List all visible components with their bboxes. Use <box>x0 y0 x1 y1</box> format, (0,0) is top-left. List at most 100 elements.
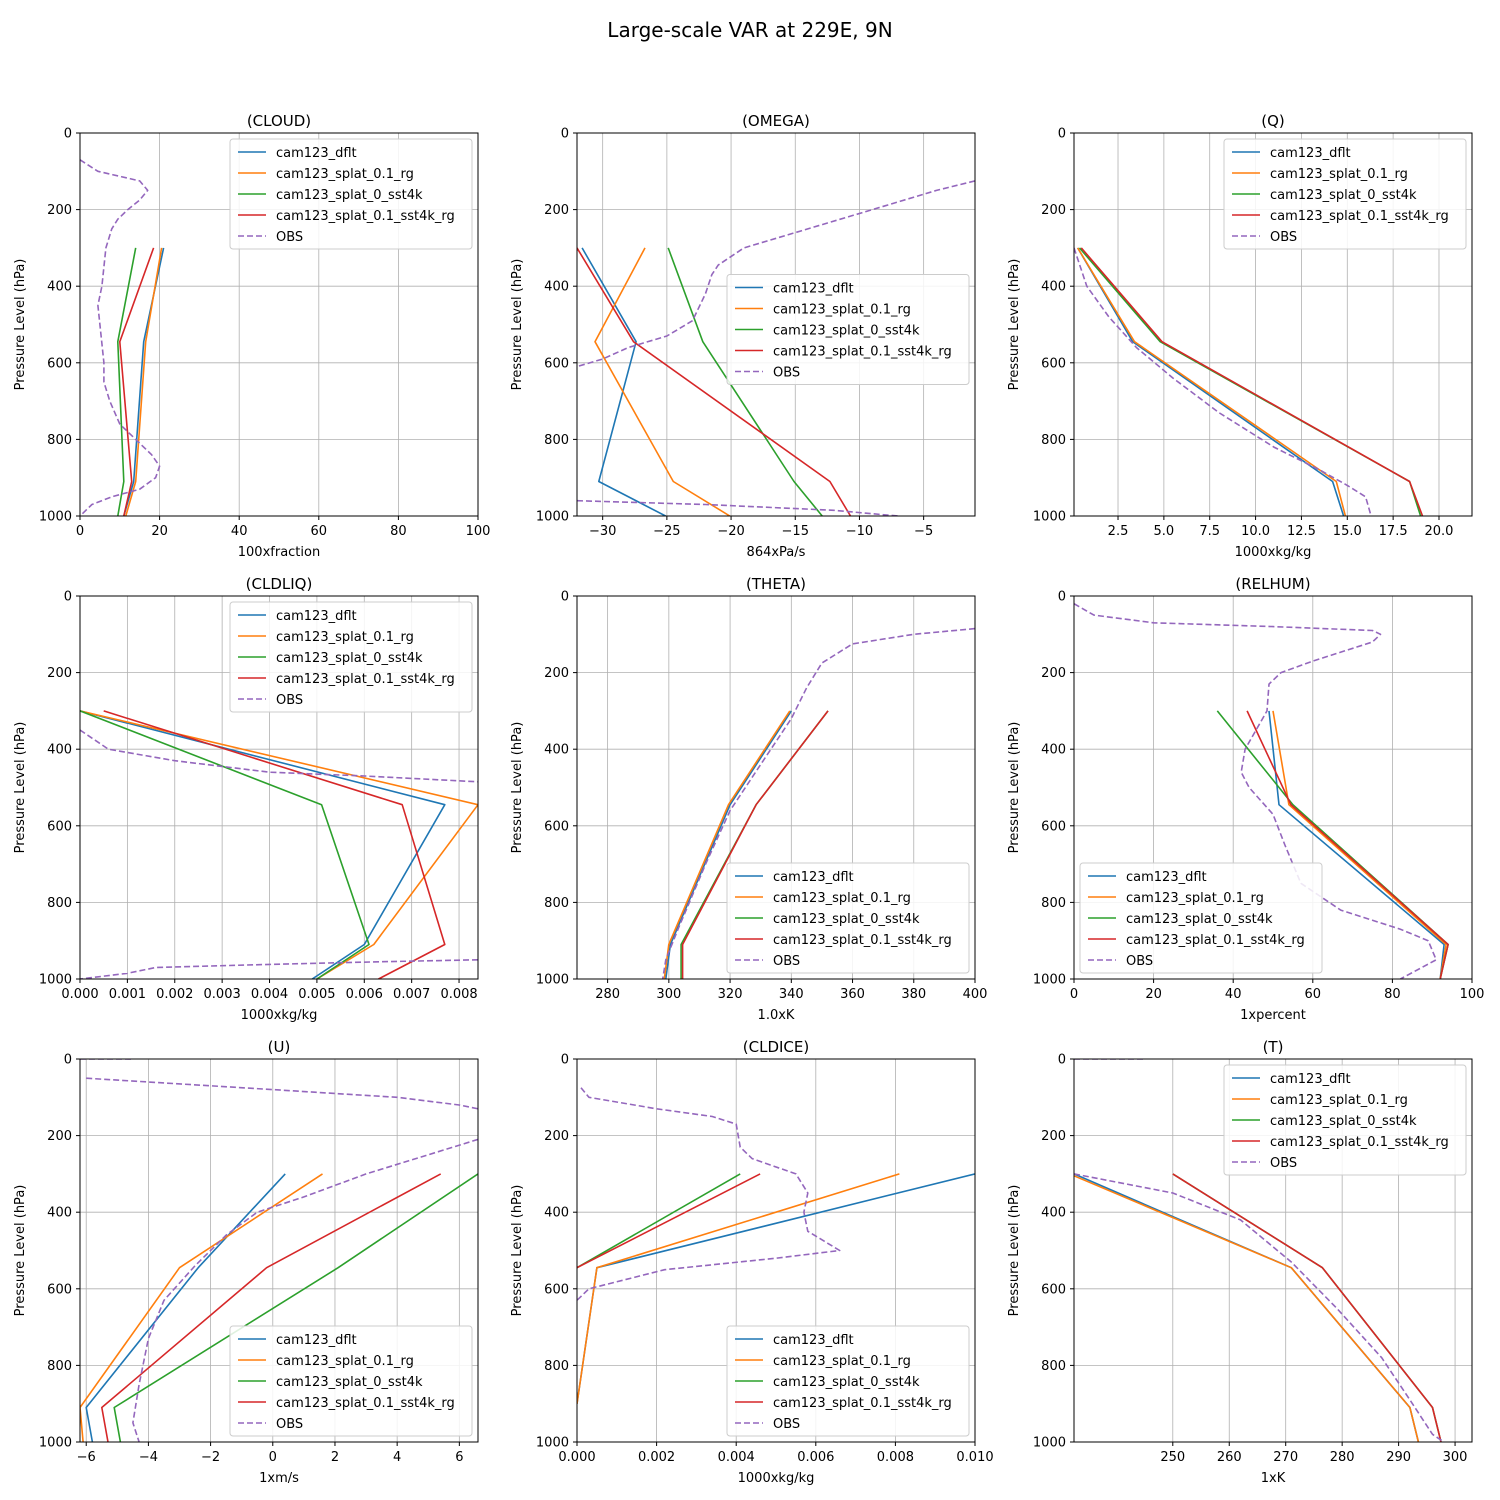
series-line-cam123_splat_0.1_sst4k_rg <box>681 710 829 979</box>
y-tick-label: 1000 <box>536 973 569 988</box>
series-line-OBS <box>661 627 975 979</box>
panel-cldliq: 0.000 0.001 0.002 0.003 0.004 0.005 0.006 0.007… <box>13 575 479 1023</box>
legend-label: cam123_splat_0.1_sst4k_rg <box>1270 1135 1449 1150</box>
series-line-cam123_splat_0.1_sst4k_rg <box>1172 1173 1442 1442</box>
x-tick-label: 6 <box>455 1450 463 1465</box>
y-tick-label: 600 <box>544 1282 569 1297</box>
series-line-OBS <box>577 499 899 516</box>
legend: cam123_dflt cam123_splat_0.1_rg cam123_spl… <box>1079 862 1323 974</box>
series-line-OBS <box>1074 1173 1445 1442</box>
x-tick-label: 80 <box>1384 987 1401 1002</box>
legend-label: cam123_splat_0_sst4k <box>1126 912 1273 927</box>
x-axis-label: 100xfraction <box>238 545 320 560</box>
legend-label: cam123_splat_0.1_sst4k_rg <box>773 1396 952 1411</box>
y-tick-label: 600 <box>1041 1282 1066 1297</box>
series-line-OBS <box>132 1138 478 1442</box>
y-tick-label: 800 <box>544 896 569 911</box>
legend-label: cam123_splat_0.1_sst4k_rg <box>276 672 455 687</box>
series-line-OBS <box>1074 247 1372 516</box>
x-tick-label: 0.004 <box>718 1450 755 1465</box>
legend-box <box>726 1325 970 1437</box>
series-line-OBS <box>80 959 478 979</box>
y-tick-label: 200 <box>544 203 569 218</box>
axes-frame <box>576 595 976 980</box>
x-tick-label: 40 <box>1225 987 1242 1002</box>
legend-label: cam123_splat_0_sst4k <box>773 1375 920 1390</box>
x-tick-label: 100 <box>466 524 491 539</box>
x-tick-label: 0.010 <box>956 1450 993 1465</box>
x-tick-label: 280 <box>1330 1450 1355 1465</box>
panel-theta: 280 300 320 340 360 380 400 0 200 400 600 800 1000 (T… <box>510 575 987 1023</box>
panel-title: (U) <box>268 1038 291 1056</box>
panel-u: −6 −4 −2 0 2 4 6 0 200 400 600 800 1000 (U) 1xm/s Press… <box>13 1038 479 1486</box>
x-tick-label: 2 <box>331 1450 339 1465</box>
y-tick-label: 200 <box>1041 666 1066 681</box>
x-tick-label: 320 <box>718 987 743 1002</box>
series-line-cam123_splat_0_sst4k <box>1078 247 1422 516</box>
x-tick-label: 0.003 <box>204 987 241 1002</box>
x-tick-label: 0.008 <box>877 1450 914 1465</box>
legend-box <box>1223 1064 1467 1176</box>
y-tick-label: 1000 <box>39 973 72 988</box>
panel-cldice: 0.000 0.002 0.004 0.006 0.008 0.010 0 200 400 600… <box>510 1038 994 1486</box>
series-line-cam123_splat_0.1_rg <box>80 1173 323 1442</box>
x-tick-label: 0.007 <box>393 987 430 1002</box>
legend: cam123_dflt cam123_splat_0.1_rg cam123_spl… <box>1223 138 1467 250</box>
x-tick-label: −10 <box>846 524 873 539</box>
legend-label: cam123_splat_0_sst4k <box>1270 1114 1417 1129</box>
series-line-cam123_splat_0.1_rg <box>80 710 478 979</box>
y-tick-label: 600 <box>1041 356 1066 371</box>
y-tick-label: 800 <box>1041 433 1066 448</box>
x-tick-label: 0 <box>269 1450 277 1465</box>
x-tick-label: −2 <box>201 1450 220 1465</box>
y-tick-label: 1000 <box>536 510 569 525</box>
x-tick-label: 17.5 <box>1379 524 1408 539</box>
legend-label: cam123_splat_0_sst4k <box>1270 188 1417 203</box>
panel-title: (CLDICE) <box>743 1038 809 1056</box>
x-tick-label: 0.008 <box>440 987 477 1002</box>
y-tick-label: 200 <box>47 1129 72 1144</box>
x-axis-label: 1000xkg/kg <box>1235 545 1312 560</box>
y-tick-label: 600 <box>544 819 569 834</box>
x-tick-label: −30 <box>589 524 616 539</box>
axes-frame <box>576 132 976 517</box>
x-axis-label: 1xpercent <box>1240 1008 1306 1023</box>
legend-label: OBS <box>773 954 800 969</box>
legend-label: cam123_dflt <box>276 609 357 624</box>
x-tick-label: −4 <box>139 1450 158 1465</box>
x-tick-label: 100 <box>1460 987 1485 1002</box>
legend-label: cam123_splat_0_sst4k <box>276 1375 423 1390</box>
legend-label: cam123_dflt <box>773 282 854 297</box>
panel-title: (T) <box>1263 1038 1284 1056</box>
panel-title: (CLDLIQ) <box>246 575 313 593</box>
y-tick-label: 400 <box>47 280 72 295</box>
panel-title: (Q) <box>1261 112 1285 130</box>
legend-box <box>1223 138 1467 250</box>
y-tick-label: 400 <box>1041 743 1066 758</box>
legend-box <box>726 274 970 385</box>
axes-frame <box>79 595 479 980</box>
y-tick-label: 0 <box>64 127 72 142</box>
legend-label: OBS <box>276 693 303 708</box>
legend-label: cam123_dflt <box>1270 1072 1351 1087</box>
legend: cam123_dflt cam123_splat_0.1_rg cam123_spl… <box>726 862 970 974</box>
y-tick-label: 0 <box>1058 590 1066 605</box>
y-tick-label: 800 <box>544 1359 569 1374</box>
legend: cam123_dflt cam123_splat_0.1_rg cam123_spl… <box>1223 1064 1467 1176</box>
x-tick-label: 0.005 <box>298 987 335 1002</box>
y-axis-label: Pressure Level (hPa) <box>13 722 28 854</box>
axes-frame <box>79 1058 479 1443</box>
y-tick-label: 1000 <box>39 510 72 525</box>
series-line-cam123_splat_0_sst4k <box>1172 1173 1442 1442</box>
y-tick-label: 400 <box>544 1206 569 1221</box>
legend-label: cam123_dflt <box>1270 146 1351 161</box>
axes-frame <box>79 132 479 517</box>
y-axis-label: Pressure Level (hPa) <box>510 259 525 391</box>
y-tick-label: 800 <box>47 896 72 911</box>
legend-label: cam123_dflt <box>1126 870 1207 885</box>
series-line-cam123_splat_0.1_rg <box>577 1173 900 1404</box>
y-tick-label: 200 <box>1041 203 1066 218</box>
x-tick-label: 80 <box>390 524 407 539</box>
x-axis-label: 1xm/s <box>259 1471 299 1486</box>
y-tick-label: 400 <box>1041 1206 1066 1221</box>
